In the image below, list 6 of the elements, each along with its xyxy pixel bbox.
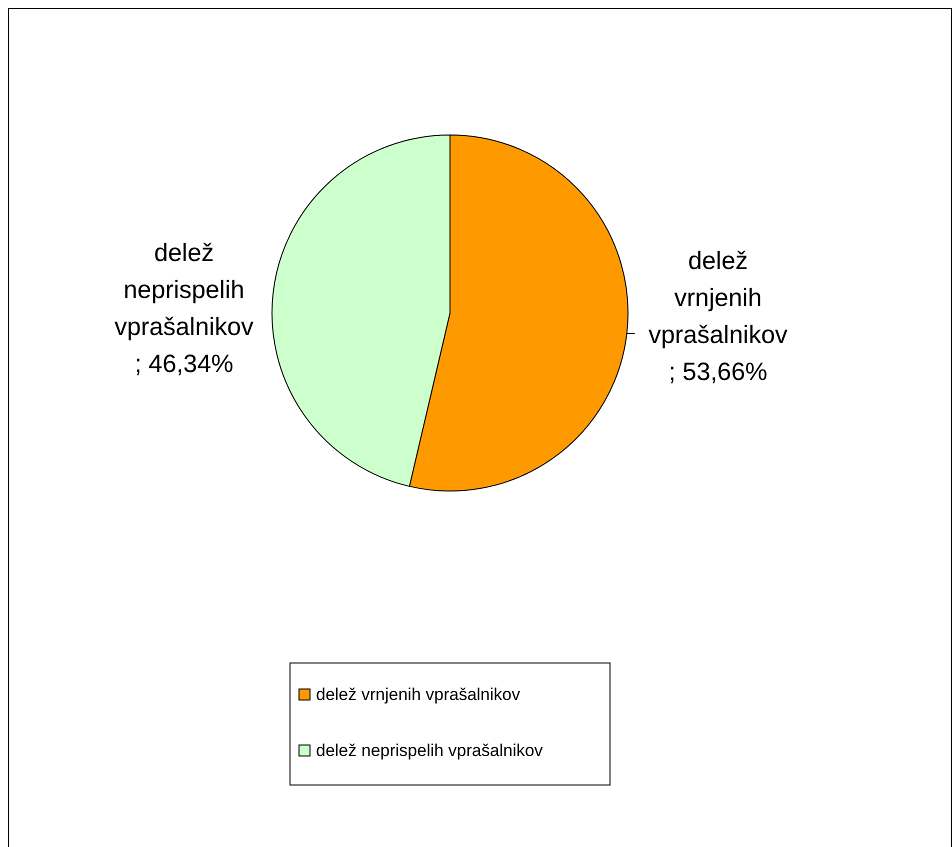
legend-label: delež neprispelih vprašalnikov xyxy=(316,741,544,760)
slice-label: delež vrnjenih vprašalnikov xyxy=(648,247,788,350)
data-label: ; 46,34% xyxy=(134,350,234,378)
legend-label: delež vrnjenih vprašalnikov xyxy=(316,685,521,704)
slice-label: delež neprispelih vprašalnikov xyxy=(114,238,254,341)
data-label: ; 53,66% xyxy=(668,358,768,386)
